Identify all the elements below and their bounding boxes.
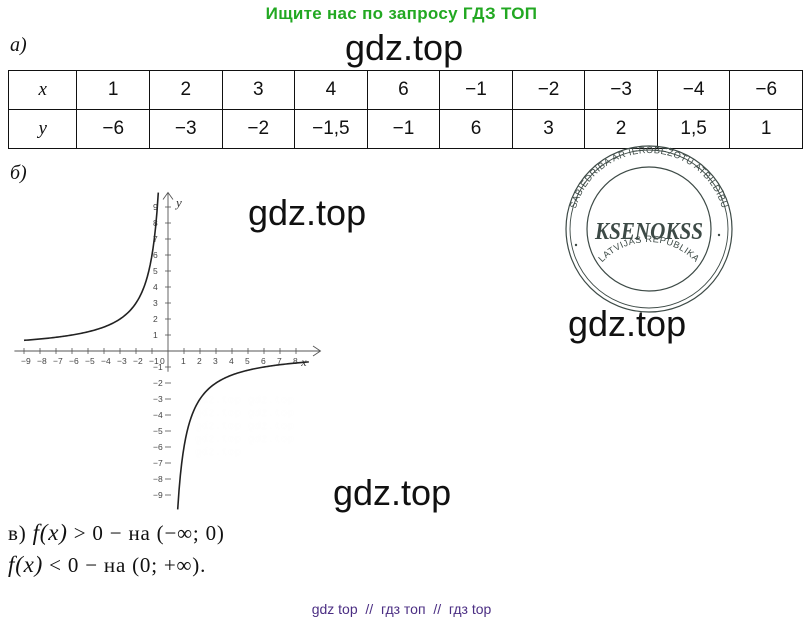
svg-text:−8: −8 <box>37 356 47 366</box>
svg-text:−6: −6 <box>153 442 163 452</box>
svg-text:1: 1 <box>153 330 158 340</box>
svg-text:5: 5 <box>245 356 250 366</box>
svg-text:−1: −1 <box>153 362 163 372</box>
svg-text:6: 6 <box>261 356 266 366</box>
svg-text:8: 8 <box>293 356 298 366</box>
svg-text:3: 3 <box>213 356 218 366</box>
svg-text:3: 3 <box>153 298 158 308</box>
svg-text:4: 4 <box>153 282 158 292</box>
svg-text:−7: −7 <box>153 458 163 468</box>
svg-text:−9: −9 <box>153 490 163 500</box>
svg-text:SABIEDRĪBA AR IEROBEŽOTU ATBIL: SABIEDRĪBA AR IEROBEŽOTU ATBILDĪBU <box>568 145 730 210</box>
svg-text:−2: −2 <box>153 378 163 388</box>
svg-text:−6: −6 <box>69 356 79 366</box>
svg-text:−5: −5 <box>153 426 163 436</box>
svg-text:−5: −5 <box>85 356 95 366</box>
svg-text:4: 4 <box>229 356 234 366</box>
svg-text:−9: −9 <box>21 356 31 366</box>
svg-text:6: 6 <box>153 250 158 260</box>
svg-text:−4: −4 <box>101 356 111 366</box>
svg-text:−7: −7 <box>53 356 63 366</box>
svg-text:−8: −8 <box>153 474 163 484</box>
svg-text:2: 2 <box>153 314 158 324</box>
svg-text:5: 5 <box>153 266 158 276</box>
svg-text:−3: −3 <box>153 394 163 404</box>
svg-text:−2: −2 <box>133 356 143 366</box>
svg-text:−3: −3 <box>117 356 127 366</box>
svg-text:1: 1 <box>181 356 186 366</box>
svg-text:KSENOKSS: KSENOKSS <box>594 219 703 245</box>
svg-text:y: y <box>174 195 182 210</box>
svg-text:−4: −4 <box>153 410 163 420</box>
svg-text:2: 2 <box>197 356 202 366</box>
